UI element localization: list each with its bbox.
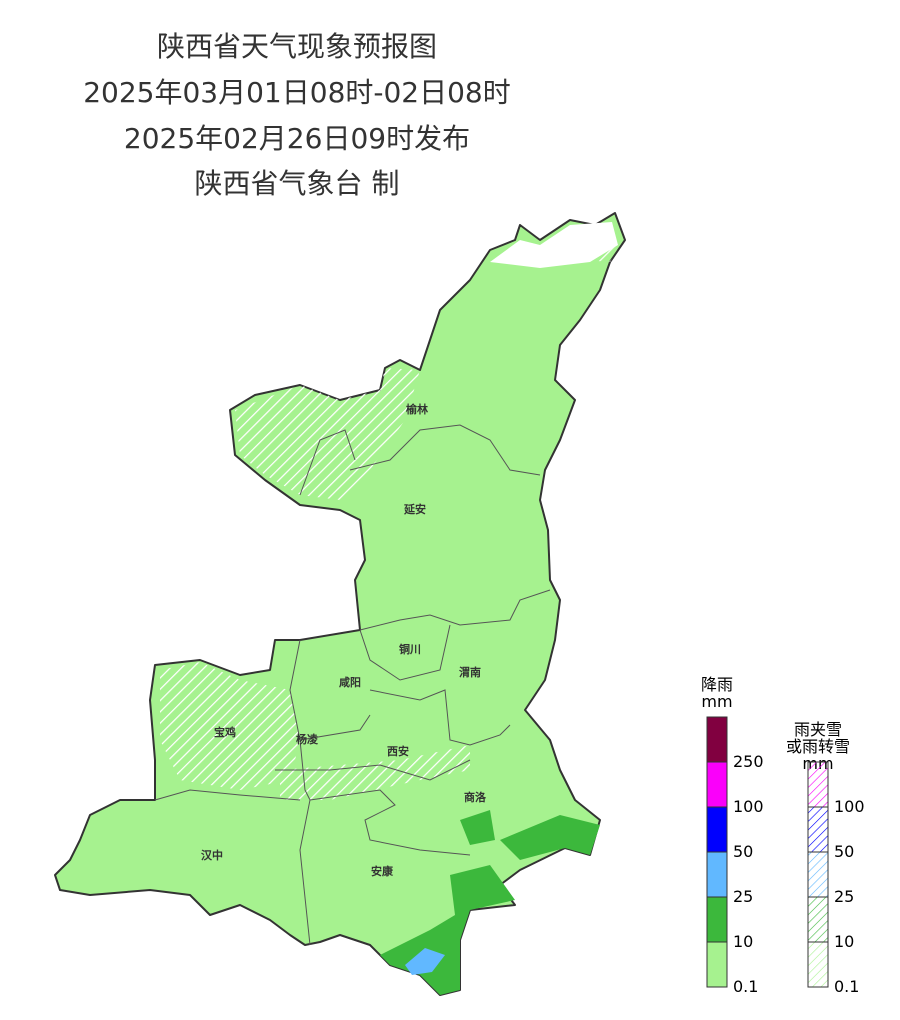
legend-swatch — [807, 806, 829, 853]
legend-title: 雨夹雪 — [794, 720, 842, 739]
legend-swatch — [706, 896, 728, 943]
legend-swatch — [706, 851, 728, 898]
legend-swatch — [807, 851, 829, 898]
legend-tick-label: 100 — [733, 797, 764, 816]
mixed-area — [160, 245, 620, 800]
issue-time: 2025年02月26日09时发布 — [124, 122, 470, 155]
valid-time: 2025年03月01日08时-02日08时 — [83, 76, 511, 109]
city-label: 榆林 — [406, 402, 428, 416]
legend-tick-label: 100 — [834, 797, 865, 816]
city-label: 延安 — [403, 502, 426, 516]
city-label: 西安 — [387, 744, 409, 758]
province-map — [54, 212, 626, 996]
city-label: 汉中 — [201, 848, 223, 862]
city-label: 咸阳 — [339, 675, 361, 689]
legend-tick-label: 25 — [834, 887, 854, 906]
issuer: 陕西省气象台 制 — [195, 167, 400, 200]
legend-tick-label: 10 — [834, 932, 854, 951]
legend-tick-label: 250 — [733, 752, 764, 771]
legend-title: 降雨 — [701, 675, 733, 694]
city-label: 渭南 — [459, 665, 481, 679]
legend-swatch — [706, 716, 728, 763]
legend-swatch — [706, 806, 728, 853]
legend-swatch — [807, 761, 829, 808]
legend-swatch — [807, 896, 829, 943]
city-label: 安康 — [371, 864, 394, 878]
city-label: 宝鸡 — [214, 725, 236, 739]
legend-tick-label: 0.1 — [834, 977, 859, 996]
district-boundaries — [154, 424, 551, 946]
legend-swatch — [706, 941, 728, 988]
legend-tick-label: 10 — [733, 932, 753, 951]
legend-tick-label: 25 — [733, 887, 753, 906]
title: 陕西省天气现象预报图 — [157, 30, 437, 63]
legend-title: mm — [701, 692, 732, 711]
legend-title: 或雨转雪 — [786, 737, 850, 756]
city-label: 杨凌 — [296, 732, 319, 746]
legend-tick-label: 50 — [834, 842, 854, 861]
legend-swatch — [706, 761, 728, 808]
heavy-rain-area — [380, 810, 600, 995]
legend-tick-label: 0.1 — [733, 977, 758, 996]
legend-swatch — [807, 941, 829, 988]
legend-tick-label: 50 — [733, 842, 753, 861]
province-fill — [54, 212, 626, 996]
city-label: 铜川 — [398, 642, 421, 656]
moderate-rain-area — [405, 948, 445, 975]
city-label: 商洛 — [464, 790, 487, 804]
